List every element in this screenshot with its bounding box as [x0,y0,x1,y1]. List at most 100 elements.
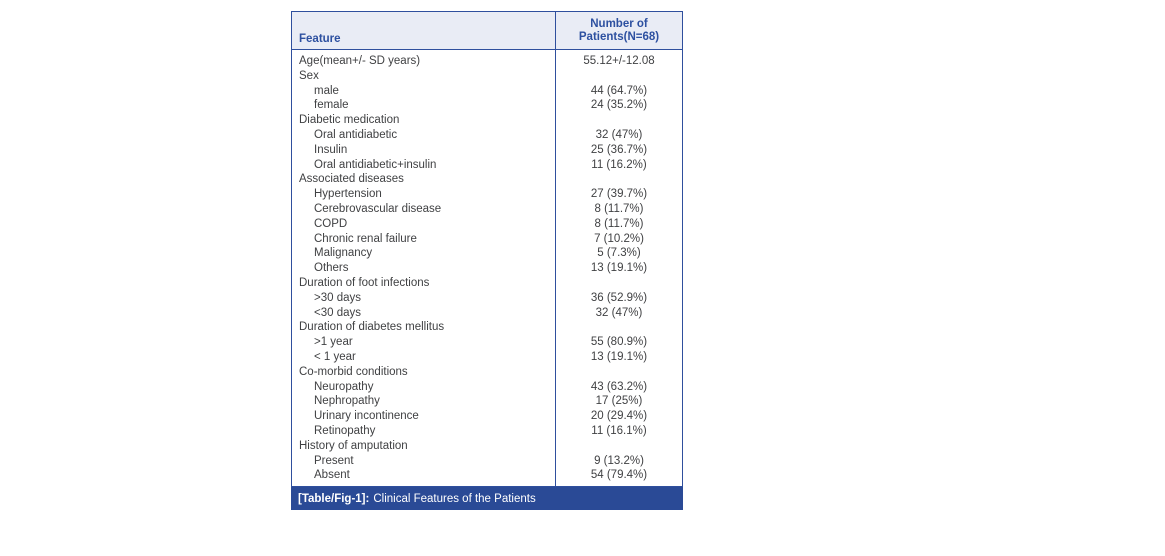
feature-cell: < 1 year [314,350,356,363]
feature-cell: Duration of foot infections [299,276,430,289]
patients-value-cell: 7 (10.2%) [594,232,644,245]
table-row: Duration of diabetes mellitus [292,320,682,335]
patients-value-cell: 43 (63.2%) [590,380,648,393]
feature-cell: Nephropathy [314,395,380,408]
column-header-feature: Feature [292,12,556,49]
patients-value-cell [556,69,682,84]
table-row: Co-morbid conditions [292,365,682,380]
table-row: Oral antidiabetic 32 (47%) [292,128,682,143]
table-row: Diabetic medication [292,113,682,128]
feature-cell: Cerebrovascular disease [314,202,442,215]
patients-value-cell: 5 (7.3%) [597,247,641,260]
patients-value-cell: 11 (16.1%) [591,424,647,437]
table-row: COPD 8 (11.7%) [292,217,682,232]
feature-cell: Oral antidiabetic+insulin [314,158,437,171]
feature-cell: Duration of diabetes mellitus [299,321,445,334]
feature-cell: >30 days [314,291,361,304]
patients-value-cell: 36 (52.9%) [590,291,648,304]
feature-cell: Oral antidiabetic [314,128,398,141]
patients-value-cell: 55 (80.9%) [590,336,648,349]
table-row: History of amputation [292,439,682,454]
table-row: Malignancy 5 (7.3%) [292,246,682,261]
clinical-features-table: Feature Number of Patients(N=68) Age(mea… [291,11,683,488]
table-row: Hypertension 27 (39.7%) [292,187,682,202]
feature-cell: Urinary incontinence [314,410,419,423]
table-row: Age(mean+/- SD years) 55.12+/-12.08 [292,54,682,69]
table-row: Insulin 25 (36.7%) [292,143,682,158]
table-row: >1 year 55 (80.9%) [292,335,682,350]
feature-cell: Neuropathy [314,380,374,393]
table-row: Neuropathy 43 (63.2%) [292,380,682,395]
patients-value-cell [556,365,682,380]
column-header-number-line2: Patients(N=68) [578,30,660,43]
feature-cell: Chronic renal failure [314,232,417,245]
column-header-number-line1: Number of [590,17,648,30]
table-row: female 24 (35.2%) [292,98,682,113]
patients-value-cell [556,439,682,454]
patients-value-cell [556,320,682,335]
table-row: Associated diseases [292,172,682,187]
patients-value-cell: 13 (19.1%) [590,262,648,275]
table-row: Urinary incontinence 20 (29.4%) [292,409,682,424]
patients-value-cell: 8 (11.7%) [594,217,644,230]
patients-value-cell: 54 (79.4%) [590,469,648,482]
table-row: Absent 54 (79.4%) [292,468,682,483]
table-body: Age(mean+/- SD years) 55.12+/-12.08 Sex mal… [292,50,682,486]
table-row: Retinopathy 11 (16.1%) [292,424,682,439]
table-row: >30 days 36 (52.9%) [292,291,682,306]
feature-cell: Co-morbid conditions [299,365,408,378]
table-row: Present 9 (13.2%) [292,454,682,469]
feature-cell: Insulin [314,143,348,156]
patients-value-cell: 17 (25%) [595,395,643,408]
patients-value-cell [556,276,682,291]
feature-cell: Sex [299,69,319,82]
patients-value-cell: 11 (16.2%) [591,158,647,171]
feature-cell: male [314,84,339,97]
table-row: Others 13 (19.1%) [292,261,682,276]
feature-cell: Present [314,454,354,467]
table-row: <30 days 32 (47%) [292,306,682,321]
patients-value-cell: 20 (29.4%) [590,410,648,423]
table-row: Oral antidiabetic+insulin 11 (16.2%) [292,158,682,173]
patients-value-cell: 32 (47%) [595,306,643,319]
column-header-number-of-patients: Number of Patients(N=68) [556,12,682,49]
feature-cell: Malignancy [314,247,373,260]
column-divider [555,50,556,487]
table-row: Nephropathy 17 (25%) [292,394,682,409]
table-row: Duration of foot infections [292,276,682,291]
table-caption-label: [Table/Fig-1]: [298,492,370,505]
patients-value-cell [556,172,682,187]
feature-cell: Age(mean+/- SD years) [299,55,421,67]
feature-cell: Associated diseases [299,173,404,186]
feature-cell: COPD [314,217,348,230]
table-row: Chronic renal failure 7 (10.2%) [292,232,682,247]
patients-value-cell: 44 (64.7%) [590,84,648,97]
feature-cell: female [314,99,349,112]
feature-cell: Retinopathy [314,424,376,437]
table-row: Sex [292,69,682,84]
table-row: Cerebrovascular disease 8 (11.7%) [292,202,682,217]
patients-value-cell: 27 (39.7%) [590,188,648,201]
feature-cell: Others [314,262,349,275]
patients-value-cell: 24 (35.2%) [590,99,648,112]
table-row: male 44 (64.7%) [292,84,682,99]
patients-value-cell: 9 (13.2%) [594,454,644,467]
patients-value-cell: 8 (11.7%) [594,202,644,215]
feature-cell: <30 days [314,306,361,319]
feature-cell: >1 year [314,336,353,349]
feature-cell: Hypertension [314,188,382,201]
patients-value-cell: 25 (36.7%) [590,143,648,156]
feature-cell: Diabetic medication [299,114,400,127]
feature-cell: Absent [314,469,350,482]
table-body-wrap: Age(mean+/- SD years) 55.12+/-12.08 Sex mal… [292,50,682,487]
table-caption-bar: [Table/Fig-1]: Clinical Features of the … [291,487,683,511]
patients-value-cell: 13 (19.1%) [590,350,648,363]
feature-cell: History of amputation [299,439,408,452]
patients-value-cell [556,113,682,128]
table-caption-text: Clinical Features of the Patients [373,492,536,505]
table-row: < 1 year 13 (19.1%) [292,350,682,365]
patients-value-cell: 55.12+/-12.08 [583,55,655,67]
patients-value-cell: 32 (47%) [595,128,643,141]
table-header-row: Feature Number of Patients(N=68) [292,12,682,50]
